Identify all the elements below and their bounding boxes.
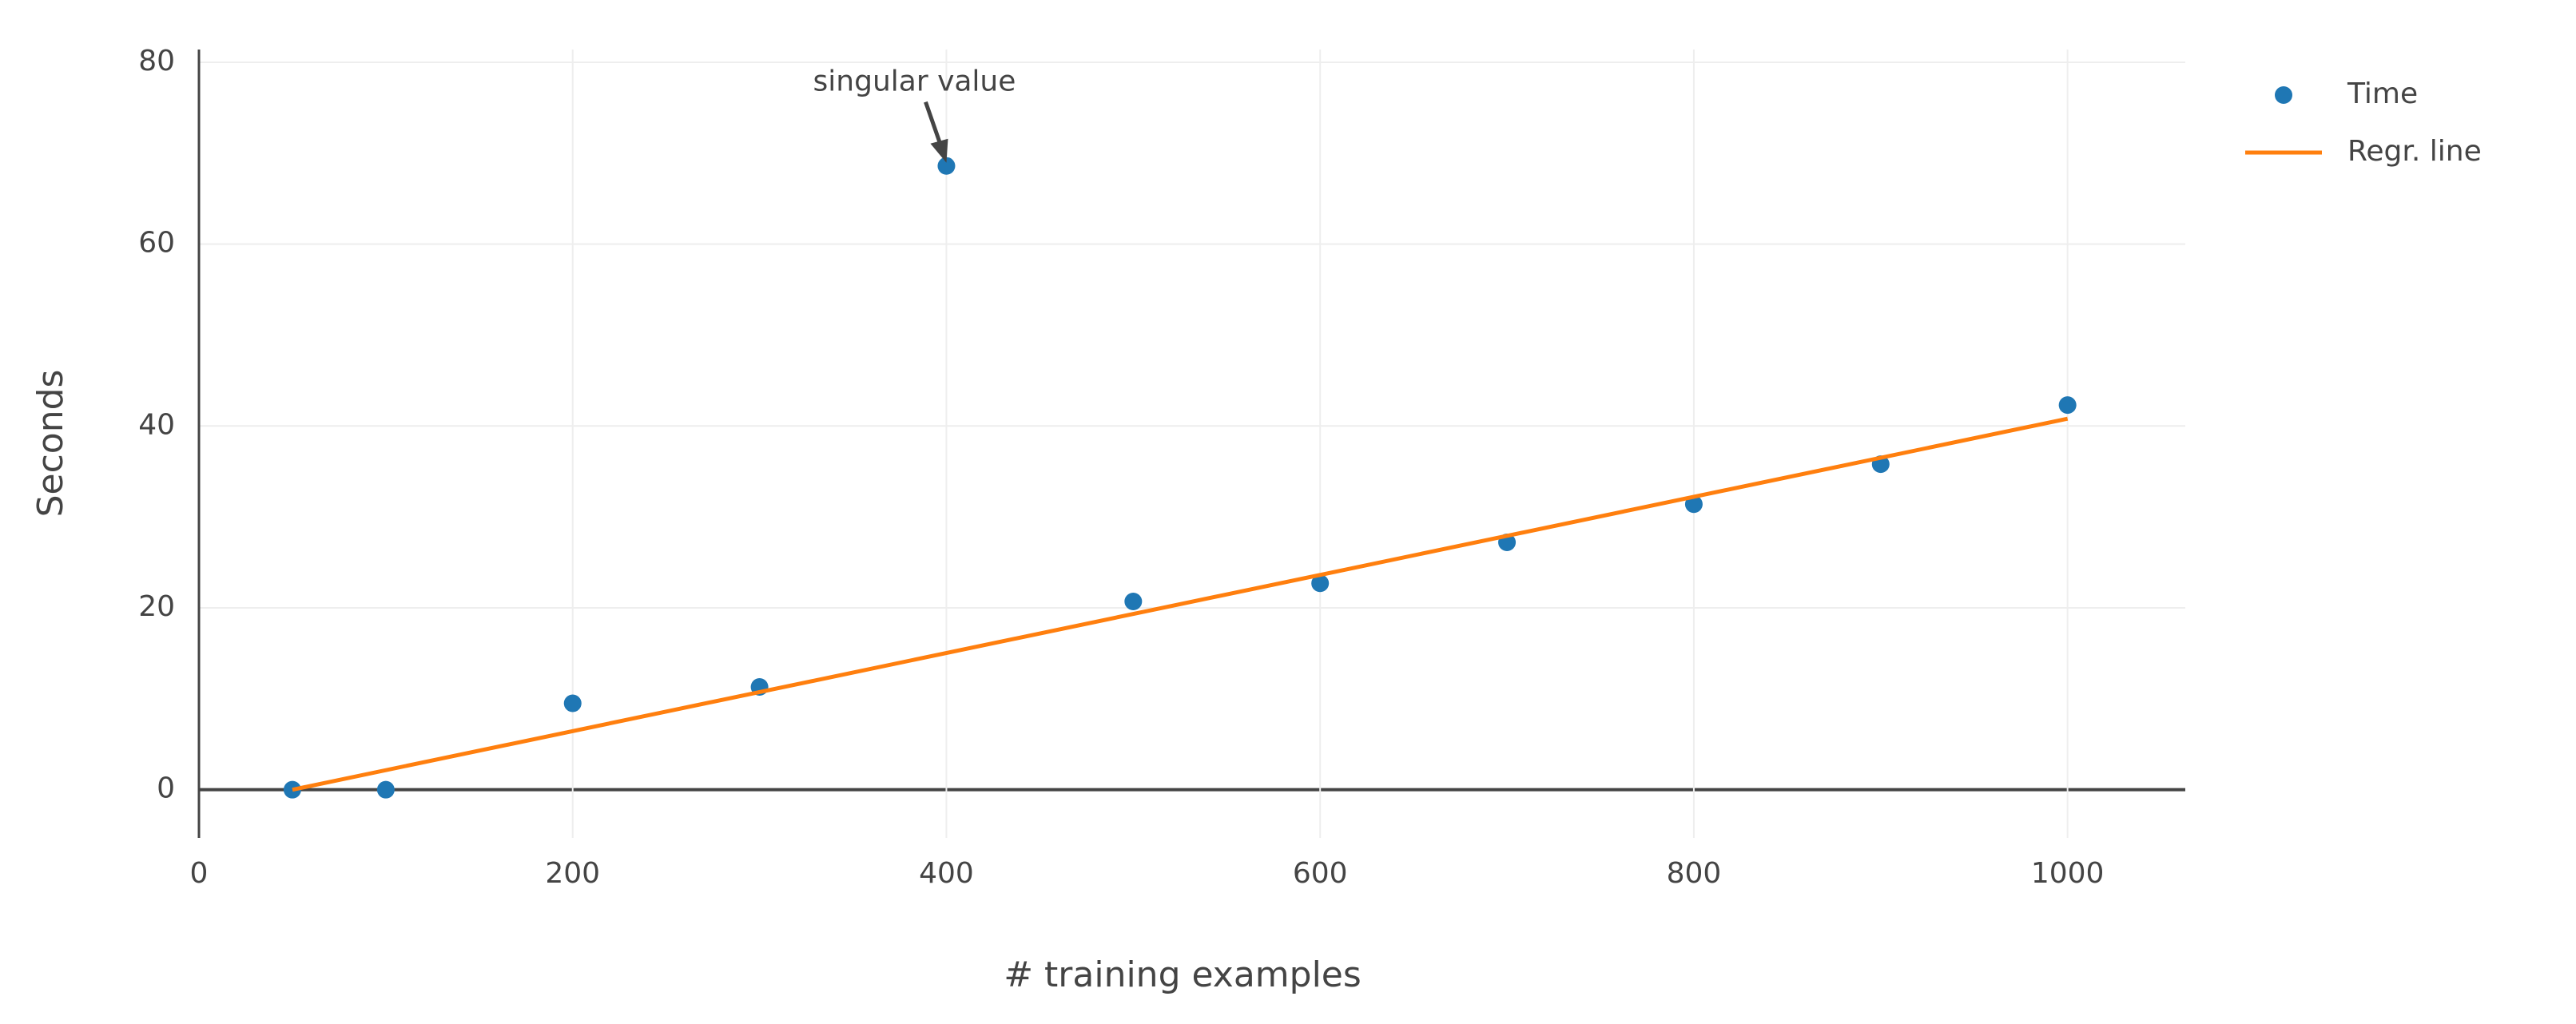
x-tick-label: 200: [545, 857, 600, 890]
data-point: [1684, 495, 1703, 514]
y-tick-label: 0: [157, 772, 175, 805]
data-point: [376, 780, 395, 799]
x-tick-label: 600: [1293, 857, 1348, 890]
y-tick-label: 40: [138, 408, 175, 441]
annotation-arrowhead: [930, 138, 948, 163]
data-point: [563, 694, 582, 712]
y-tick-label: 80: [138, 45, 175, 77]
x-axis-title: # training examples: [1004, 955, 1362, 995]
legend-label: Time: [2347, 77, 2418, 110]
y-tick-label: 60: [138, 227, 175, 260]
x-tick-label: 1000: [2031, 857, 2105, 890]
x-tick-label: 0: [190, 857, 209, 890]
y-tick-label: 20: [138, 590, 175, 623]
data-point: [1311, 574, 1330, 593]
regression-line: [292, 416, 2069, 792]
annotation-text: singular value: [813, 65, 1016, 98]
data-point: [1124, 593, 1143, 611]
data-point: [937, 157, 956, 175]
legend-marker: [2275, 86, 2292, 104]
x-tick-label: 800: [1667, 857, 1722, 890]
legend-label: Regr. line: [2347, 135, 2482, 168]
x-tick-label: 400: [919, 857, 974, 890]
y-axis-title: Seconds: [30, 370, 71, 518]
data-point: [2058, 396, 2077, 415]
